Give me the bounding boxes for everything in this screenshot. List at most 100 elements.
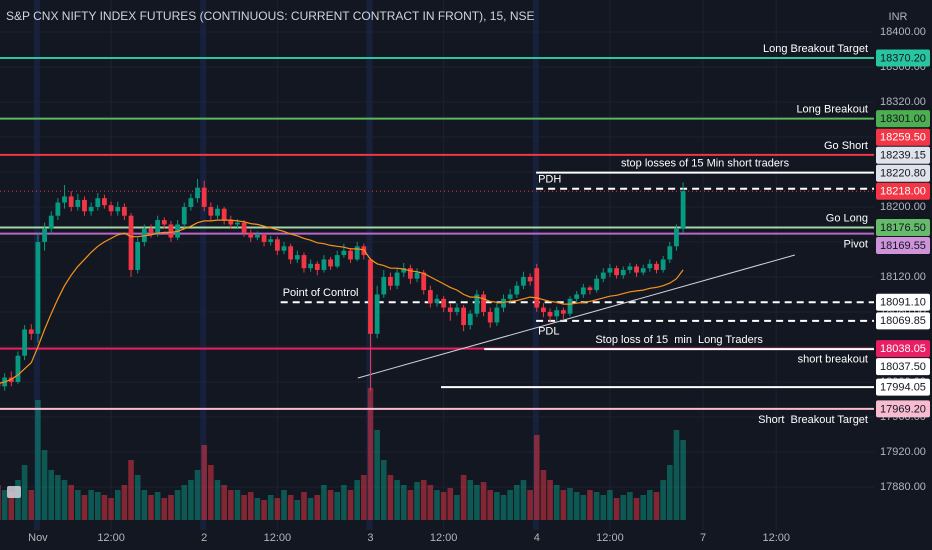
volume-bar: [48, 470, 55, 520]
candle-body: [634, 266, 639, 273]
candle-body: [241, 222, 247, 234]
candle-body: [414, 272, 420, 279]
candle-body: [647, 263, 653, 269]
candle-body: [115, 206, 121, 212]
volume-bar: [533, 435, 540, 520]
candle-body: [494, 307, 500, 323]
price-tag-label: 18239.15: [880, 150, 926, 162]
volume-bar: [294, 500, 301, 520]
candle-body: [421, 272, 427, 291]
volume-bar: [407, 490, 414, 520]
candle-body: [148, 228, 154, 234]
volume-bar: [221, 485, 227, 520]
price-tag-label: 18091.10: [880, 297, 926, 309]
volume-bar: [367, 388, 374, 520]
volume-bar: [341, 485, 347, 520]
volume-bar: [553, 485, 560, 520]
candle-body: [660, 259, 666, 270]
scales: 18400.0018360.0018320.0018280.0018240.00…: [28, 26, 930, 544]
volume-bar: [228, 490, 234, 520]
candle-body: [674, 228, 679, 247]
candle-body: [208, 206, 214, 216]
volume-bar: [420, 480, 427, 520]
price-tag: [876, 164, 930, 182]
volume-bar: [347, 490, 354, 520]
price-tag: [876, 49, 930, 67]
candle-body: [15, 355, 21, 382]
candle-body: [88, 206, 94, 212]
candle-body: [235, 222, 240, 225]
x-tick-label: 7: [700, 532, 706, 544]
candle-body: [294, 255, 300, 260]
price-tag: [876, 400, 930, 418]
volume-bar: [301, 492, 307, 520]
volume-bar: [514, 485, 520, 520]
volume-bar: [633, 498, 640, 520]
volume-bar: [667, 465, 673, 520]
volume-bar: [28, 490, 35, 520]
volume-bar: [88, 490, 94, 520]
candle-body: [201, 187, 207, 207]
level-annotation: Go Long: [826, 212, 868, 224]
volume-bar: [267, 495, 274, 520]
candle-body: [215, 208, 220, 216]
candle-body: [487, 311, 493, 323]
candle-body: [560, 310, 566, 314]
level-annotation: PDL: [538, 326, 559, 338]
volume-bar: [600, 495, 607, 520]
price-tag: [876, 237, 930, 255]
price-tag-label: 18169.55: [880, 240, 926, 252]
volume-bar: [174, 490, 181, 520]
x-tick-label: 2: [201, 532, 207, 544]
candle-body: [354, 246, 360, 260]
level-annotation: Point of Control: [283, 287, 359, 299]
candle-body: [427, 290, 433, 304]
volume-bar: [108, 498, 114, 520]
candle-body: [255, 234, 260, 238]
volume-bar: [620, 495, 627, 520]
volume-bar: [500, 495, 507, 520]
price-tag: [876, 340, 930, 358]
volume-bar: [35, 400, 41, 520]
candle-body: [334, 255, 340, 267]
volume-bar: [580, 495, 587, 520]
volume-bar: [640, 495, 646, 520]
y-tick-label: 18200.00: [880, 201, 926, 213]
candle-body: [42, 228, 47, 242]
level-annotation: Go Short: [824, 140, 868, 152]
volume-bar: [0, 485, 1, 520]
candle-body: [654, 263, 659, 270]
candle-body: [321, 259, 327, 270]
price-tag: [876, 146, 930, 164]
price-tag: [876, 182, 930, 200]
candle-body: [627, 266, 633, 270]
y-tick-label: 17920.00: [880, 446, 926, 458]
volume-bar: [121, 485, 128, 520]
level-annotation: Pivot: [844, 238, 868, 250]
candle-body: [62, 196, 67, 203]
candle-body: [102, 198, 107, 206]
candle-body: [594, 278, 600, 291]
candle-body: [441, 298, 447, 308]
price-scale: [874, 0, 932, 550]
currency: INR: [889, 11, 908, 23]
volume-bar: [201, 445, 207, 520]
candle-body: [467, 313, 473, 326]
y-tick-label: 17880.00: [880, 481, 926, 493]
volume-bar: [653, 492, 660, 520]
volume-bar: [440, 492, 447, 520]
candle-body: [554, 310, 560, 317]
candle-body: [195, 187, 200, 199]
price-tag: [876, 219, 930, 237]
candle-body: [55, 202, 61, 216]
candle-body: [368, 259, 373, 334]
price-tag-label: 18370.20: [880, 52, 926, 64]
candle-body: [567, 298, 573, 314]
candle-body: [640, 268, 646, 273]
price-tag: [876, 128, 930, 146]
logo: [7, 486, 21, 498]
volume-bar: [387, 475, 394, 520]
volume-bar: [673, 430, 680, 520]
volume-bar: [573, 492, 580, 520]
